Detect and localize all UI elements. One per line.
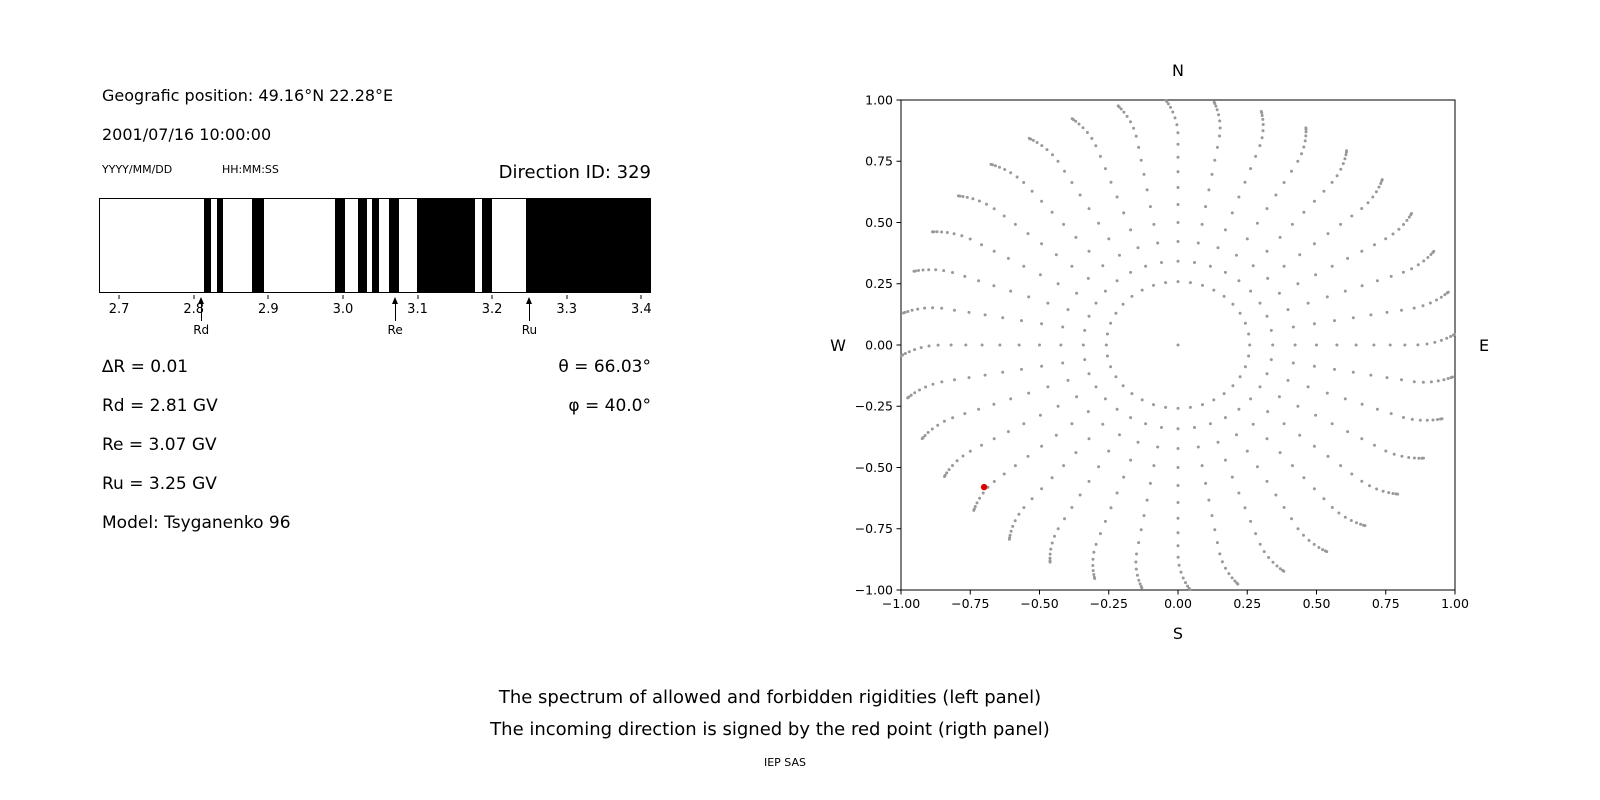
y-tick-label: −1.00 <box>855 582 893 597</box>
spectrum-x-tick-mark <box>193 295 195 299</box>
y-tick-label: 0.00 <box>865 337 893 352</box>
x-tick-label: 0.75 <box>1372 596 1400 611</box>
y-tick-label: −0.75 <box>855 521 893 536</box>
marker-label: Ru <box>521 323 538 337</box>
datetime-text: 2001/07/16 10:00:00 <box>102 125 272 144</box>
west-label: W <box>830 336 846 355</box>
marker-arrow-icon <box>391 297 398 304</box>
marker-arrow-line <box>528 301 530 321</box>
y-tick-label: 0.50 <box>865 215 893 230</box>
spectrum-x-tick-label: 3.3 <box>556 302 578 317</box>
spectrum-x-tick-label: 3.0 <box>332 302 354 317</box>
spectrum-x-tick-mark <box>640 295 642 299</box>
re-value: Re = 3.07 GV <box>102 435 217 455</box>
forbidden-band <box>389 199 399 292</box>
spectrum-x-tick-mark <box>267 295 269 299</box>
theta-value: θ = 66.03° <box>558 357 651 377</box>
north-label: N <box>1172 61 1184 80</box>
forbidden-band <box>416 199 476 292</box>
y-tick-label: 0.75 <box>865 154 893 169</box>
marker-arrow-icon <box>525 297 532 304</box>
phi-value: φ = 40.0° <box>568 396 651 416</box>
spectrum-x-tick-mark <box>417 295 419 299</box>
y-tick-label: 0.25 <box>865 276 893 291</box>
forbidden-band <box>251 199 264 292</box>
direction-id-text: Direction ID: 329 <box>498 162 651 183</box>
spectrum-x-tick-label: 2.8 <box>183 302 205 317</box>
x-tick-label: −0.75 <box>951 596 989 611</box>
forbidden-band <box>334 199 346 292</box>
geo-position-text: Geografic position: 49.16°N 22.28°E <box>102 86 394 105</box>
marker-arrow-icon <box>197 297 204 304</box>
x-tick-label: −0.25 <box>1090 596 1128 611</box>
x-tick-label: 0.50 <box>1303 596 1331 611</box>
spectrum-x-tick-mark <box>491 295 493 299</box>
spectrum-x-tick-label: 3.4 <box>630 302 652 317</box>
x-tick-label: 0.00 <box>1164 596 1192 611</box>
marker-arrow-line <box>200 301 202 321</box>
marker-label: Rd <box>193 323 210 337</box>
delta-r-value: ∆R = 0.01 <box>102 357 189 377</box>
caption-line-2: The incoming direction is signed by the … <box>490 719 1050 740</box>
model-text: Model: Tsyganenko 96 <box>102 513 291 533</box>
forbidden-band <box>204 199 212 292</box>
spectrum-x-tick-label: 2.9 <box>257 302 279 317</box>
forbidden-band <box>357 199 367 292</box>
y-tick-label: −0.50 <box>855 460 893 475</box>
caption-line-1: The spectrum of allowed and forbidden ri… <box>498 687 1042 708</box>
spectrum-x-tick-label: 3.2 <box>481 302 503 317</box>
marker-arrow-line <box>394 301 396 321</box>
x-tick-label: −0.50 <box>1020 596 1058 611</box>
spectrum-x-tick-mark <box>566 295 568 299</box>
direction-grid-points <box>899 98 1457 592</box>
east-label: E <box>1478 336 1490 355</box>
y-tick-label: −0.25 <box>855 399 893 414</box>
south-label: S <box>1172 624 1184 643</box>
spectrum-x-tick-mark <box>118 295 120 299</box>
axis-ticks: 1.00 0.75 0.50 0.25 0.00 −0.25 −0.50 −0.75 −1.00… <box>855 92 1469 611</box>
ru-value: Ru = 3.25 GV <box>102 474 217 494</box>
x-tick-label: −1.00 <box>882 596 920 611</box>
spectrum-x-tick-label: 3.1 <box>407 302 428 317</box>
direction-scatter-plot: 1.00 0.75 0.50 0.25 0.00 −0.25 −0.50 −0.75 −1.00… <box>855 92 1469 611</box>
spectrum-x-tick-label: 2.7 <box>108 302 130 317</box>
x-tick-label: 0.25 <box>1233 596 1261 611</box>
forbidden-band <box>216 199 224 292</box>
forbidden-band <box>525 199 650 292</box>
rigidity-spectrum-plot: 2.7 2.8 2.9 3.0 3.1 3.2 3.3 3.4 Rd Re Ru <box>99 198 652 348</box>
marker-label: Re <box>387 323 403 337</box>
spectrum-x-tick-mark <box>342 295 344 299</box>
forbidden-band <box>482 199 493 292</box>
incoming-direction-point <box>980 483 988 491</box>
spectrum-plot-area <box>99 198 651 293</box>
credit-text: IEP SAS <box>763 756 807 769</box>
x-tick-label: 1.00 <box>1441 596 1469 611</box>
time-format-label: HH:MM:SS <box>222 163 279 176</box>
y-tick-label: 1.00 <box>865 92 893 107</box>
date-format-label: YYYY/MM/DD <box>102 163 173 176</box>
forbidden-band <box>372 199 379 292</box>
rd-value: Rd = 2.81 GV <box>102 396 218 416</box>
